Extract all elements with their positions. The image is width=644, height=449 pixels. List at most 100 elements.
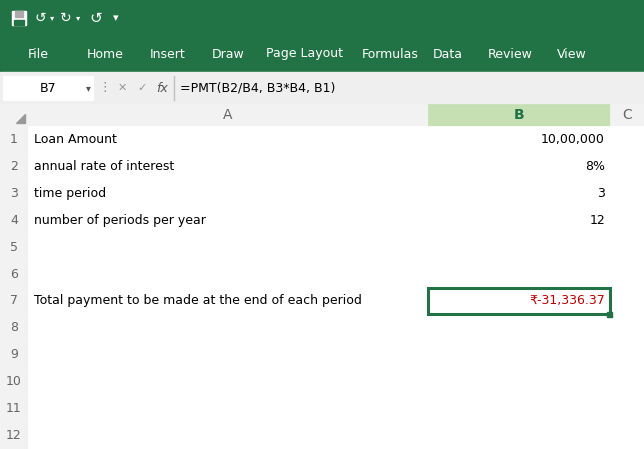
Text: C: C	[622, 108, 632, 122]
Text: ↻: ↻	[60, 11, 72, 25]
Text: 12: 12	[589, 214, 605, 227]
Text: 7: 7	[10, 295, 18, 308]
Bar	[0, 395, 28, 422]
Bar	[28, 368, 428, 395]
Text: 8: 8	[10, 321, 18, 335]
Bar	[0, 314, 28, 341]
Text: ↺: ↺	[90, 10, 102, 26]
Bar	[428, 153, 610, 180]
Text: View: View	[557, 48, 587, 61]
Bar	[0, 341, 28, 368]
Bar	[14, 20, 24, 25]
Text: A: A	[223, 108, 232, 122]
Text: ▾: ▾	[113, 13, 118, 23]
Text: 10,00,000: 10,00,000	[541, 133, 605, 146]
Text: fx: fx	[156, 82, 168, 94]
Text: File: File	[28, 48, 48, 61]
Bar	[3, 76, 93, 100]
Bar	[28, 287, 428, 314]
Text: Page Layout: Page Layout	[267, 48, 343, 61]
Text: Review: Review	[488, 48, 533, 61]
Bar	[28, 153, 428, 180]
Text: 8%: 8%	[585, 160, 605, 173]
Text: Loan Amount: Loan Amount	[34, 133, 117, 146]
Bar	[28, 260, 428, 287]
Bar	[607, 312, 612, 317]
Bar	[0, 233, 28, 260]
Text: Insert: Insert	[150, 48, 186, 61]
Bar	[28, 422, 428, 449]
Text: 6: 6	[10, 268, 18, 281]
Bar	[428, 207, 610, 233]
Text: 12: 12	[6, 429, 22, 442]
Bar	[428, 314, 610, 341]
Bar	[28, 180, 428, 207]
Bar	[28, 233, 428, 260]
Text: 3: 3	[597, 187, 605, 200]
Text: ✕: ✕	[117, 83, 127, 93]
Bar	[610, 314, 644, 341]
Bar	[610, 207, 644, 233]
Bar	[610, 180, 644, 207]
Text: ⋮: ⋮	[99, 82, 111, 94]
Bar	[0, 153, 28, 180]
Text: B7: B7	[40, 82, 56, 94]
Bar	[28, 126, 428, 153]
Text: ▾: ▾	[76, 13, 80, 22]
Bar	[428, 233, 610, 260]
Text: 1: 1	[10, 133, 18, 146]
Text: ₹-31,336.37: ₹-31,336.37	[529, 295, 605, 308]
Bar	[0, 260, 28, 287]
Text: Total payment to be made at the end of each period: Total payment to be made at the end of e…	[34, 295, 362, 308]
Bar	[428, 287, 610, 314]
Text: 11: 11	[6, 402, 22, 415]
Text: 2: 2	[10, 160, 18, 173]
Bar	[610, 395, 644, 422]
Bar	[428, 341, 610, 368]
Bar	[428, 180, 610, 207]
Text: =PMT(B2/B4, B3*B4, B1): =PMT(B2/B4, B3*B4, B1)	[180, 82, 336, 94]
Text: annual rate of interest: annual rate of interest	[34, 160, 175, 173]
Bar	[28, 341, 428, 368]
Bar	[15, 11, 23, 17]
Bar	[0, 72, 644, 104]
Text: ✓: ✓	[137, 83, 147, 93]
Text: Formulas: Formulas	[361, 48, 419, 61]
Bar	[0, 0, 644, 36]
Bar	[0, 36, 644, 72]
Bar	[610, 233, 644, 260]
Bar	[12, 11, 26, 25]
Bar	[428, 395, 610, 422]
Text: number of periods per year: number of periods per year	[34, 214, 206, 227]
Text: B: B	[514, 108, 524, 122]
Bar	[428, 260, 610, 287]
Text: 10: 10	[6, 375, 22, 388]
Bar	[0, 207, 28, 233]
Bar	[0, 104, 644, 449]
Bar	[0, 126, 28, 153]
Text: time period: time period	[34, 187, 106, 200]
Bar	[28, 207, 428, 233]
Bar	[28, 314, 428, 341]
Bar	[28, 104, 428, 126]
Bar	[610, 422, 644, 449]
Bar	[610, 153, 644, 180]
Bar	[610, 104, 644, 126]
Bar	[428, 422, 610, 449]
Text: 9: 9	[10, 348, 18, 361]
Bar	[0, 368, 28, 395]
Bar	[428, 368, 610, 395]
Bar	[0, 422, 28, 449]
Text: 4: 4	[10, 214, 18, 227]
Text: Draw: Draw	[212, 48, 244, 61]
Bar	[0, 104, 28, 126]
Text: ▾: ▾	[86, 83, 90, 93]
Bar	[428, 126, 610, 153]
Bar	[610, 341, 644, 368]
Bar	[610, 368, 644, 395]
Bar	[0, 180, 28, 207]
Text: Data: Data	[433, 48, 463, 61]
Text: Home: Home	[86, 48, 124, 61]
Bar	[428, 104, 610, 126]
Text: ▾: ▾	[50, 13, 54, 22]
